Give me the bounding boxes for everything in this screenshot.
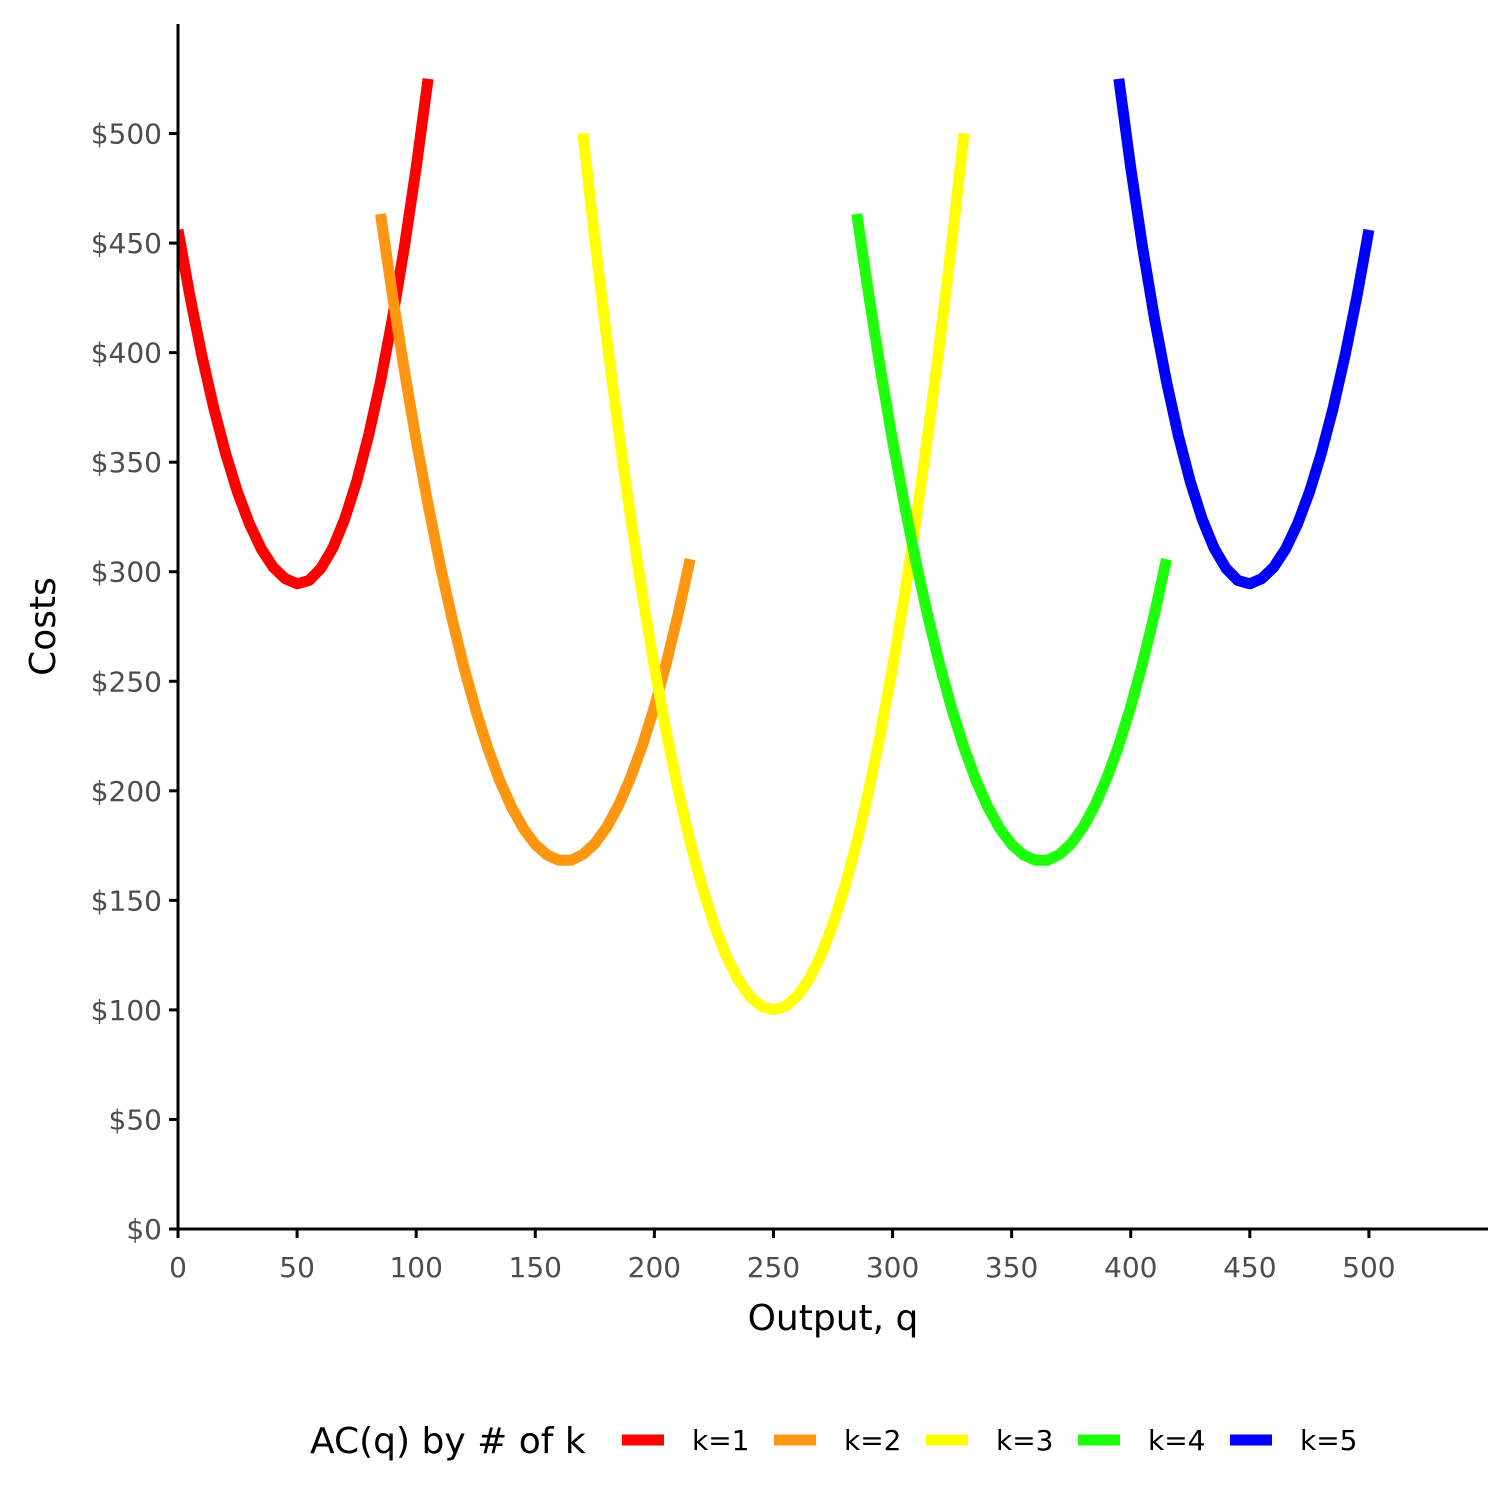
x-tick-label: 100	[389, 1251, 442, 1284]
y-tick-label: $500	[91, 118, 162, 151]
legend-label-k4: k=4	[1148, 1424, 1206, 1457]
y-tick-label: $450	[91, 227, 162, 260]
x-tick-label: 50	[279, 1251, 315, 1284]
legend-title: AC(q) by # of k	[310, 1421, 586, 1462]
series-layer	[178, 78, 1375, 1016]
legend-label-k5: k=5	[1300, 1424, 1358, 1457]
x-axis-title: Output, q	[748, 1298, 919, 1339]
y-tick-label: $200	[91, 775, 162, 808]
y-axis-title: Costs	[23, 577, 64, 676]
series-line-k2	[375, 213, 696, 866]
x-tick-label: 0	[169, 1251, 187, 1284]
y-tick-label: $150	[91, 884, 162, 917]
x-tick-label: 200	[628, 1251, 681, 1284]
y-tick-label: $250	[91, 665, 162, 698]
x-tick-label: 400	[1104, 1251, 1157, 1284]
series-line-k5	[1113, 78, 1375, 590]
legend-items: k=1 k=2 k=3 k=4 k=5	[622, 1424, 1358, 1457]
series-line-k3	[577, 132, 970, 1016]
y-tick-label: $300	[91, 556, 162, 589]
x-tick-label: 300	[866, 1251, 919, 1284]
legend: AC(q) by # of k k=1 k=2 k=3 k=4 k=5	[310, 1421, 1358, 1462]
axes-layer	[176, 24, 1488, 1231]
y-tick-label: $400	[91, 337, 162, 370]
series-line-k1	[178, 78, 434, 590]
y-tick-label: $50	[109, 1103, 162, 1136]
x-tick-label: 450	[1223, 1251, 1276, 1284]
y-tick-label: $0	[126, 1213, 162, 1246]
ticks-layer: 0 50 100 150 200 250 300 350 400 450 500 $0 $50 $100 $…	[91, 118, 1396, 1284]
y-tick-label: $350	[91, 446, 162, 479]
x-tick-label: 150	[509, 1251, 562, 1284]
series-line-k4	[851, 213, 1172, 866]
x-tick-label: 500	[1342, 1251, 1395, 1284]
x-tick-label: 350	[985, 1251, 1038, 1284]
y-tick-label: $100	[91, 994, 162, 1027]
legend-label-k1: k=1	[692, 1424, 750, 1457]
legend-label-k2: k=2	[844, 1424, 902, 1457]
legend-label-k3: k=3	[996, 1424, 1054, 1457]
x-tick-label: 250	[747, 1251, 800, 1284]
